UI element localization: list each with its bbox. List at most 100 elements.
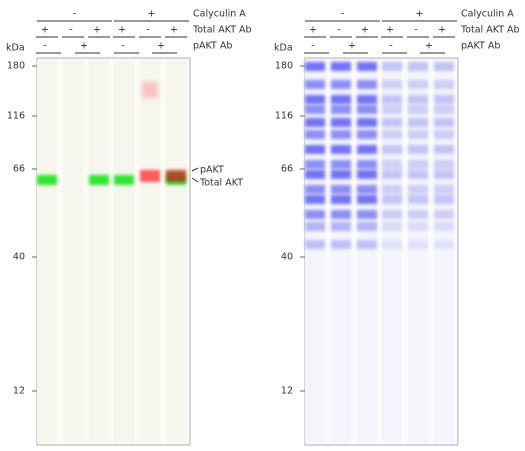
- band-blue: [357, 95, 377, 104]
- band-blue: [382, 195, 402, 204]
- band-blue: [408, 118, 428, 127]
- blot-panel: [304, 57, 459, 446]
- band-blue: [305, 95, 325, 104]
- lane: [140, 60, 160, 443]
- lane-sign: +: [170, 25, 178, 36]
- band-blue: [408, 240, 428, 249]
- band-blue: [382, 130, 402, 139]
- lane: [37, 60, 57, 443]
- band-blue: [357, 222, 377, 231]
- lane-sign: +: [309, 25, 317, 36]
- band-blue: [305, 185, 325, 194]
- band-blue: [331, 130, 351, 139]
- band-blue: [382, 95, 402, 104]
- lane-sign: +: [425, 41, 433, 52]
- band-red: [166, 170, 186, 182]
- annotation: pAKT: [200, 165, 224, 176]
- band-green: [37, 175, 57, 185]
- band-blue: [357, 130, 377, 139]
- band-blue: [331, 160, 351, 169]
- band-blue: [382, 170, 402, 179]
- marker-label: 66: [281, 164, 293, 175]
- band-blue: [331, 240, 351, 249]
- lane: [166, 60, 186, 443]
- band-blue: [305, 160, 325, 169]
- band-blue: [434, 145, 454, 154]
- header-label: pAKT Ab: [461, 41, 500, 52]
- band-blue: [434, 160, 454, 169]
- band-blue: [382, 118, 402, 127]
- band-blue: [382, 240, 402, 249]
- band-blue: [408, 62, 428, 71]
- smear: [142, 82, 158, 98]
- lane: [331, 60, 351, 443]
- header-label: Total AKT Ab: [192, 25, 252, 36]
- band-blue: [408, 195, 428, 204]
- unit-label: kDa: [6, 43, 25, 54]
- band-blue: [305, 222, 325, 231]
- lane: [357, 60, 377, 443]
- header-label: pAKT Ab: [193, 41, 232, 52]
- band-blue: [357, 170, 377, 179]
- band-blue: [382, 62, 402, 71]
- band-red: [140, 170, 160, 182]
- band-blue: [408, 185, 428, 194]
- band-blue: [408, 160, 428, 169]
- lane: [305, 60, 325, 443]
- band-blue: [408, 105, 428, 114]
- group-sign: +: [148, 9, 156, 20]
- lane: [408, 60, 428, 443]
- band-blue: [434, 195, 454, 204]
- band-blue: [408, 95, 428, 104]
- annotation-line: [191, 177, 199, 183]
- band-blue: [434, 130, 454, 139]
- marker-label: 12: [13, 386, 25, 397]
- band-blue: [331, 185, 351, 194]
- lane-sign: +: [361, 25, 369, 36]
- band-blue: [331, 222, 351, 231]
- band-blue: [382, 105, 402, 114]
- lane-sign: +: [157, 41, 165, 52]
- lane-sign: -: [146, 25, 149, 36]
- marker-label: 40: [13, 252, 25, 263]
- band-blue: [331, 170, 351, 179]
- lane-sign: -: [414, 25, 417, 36]
- group-sign: -: [341, 9, 344, 20]
- band-blue: [382, 185, 402, 194]
- band-blue: [331, 80, 351, 89]
- lane-sign: -: [337, 25, 340, 36]
- band-blue: [434, 118, 454, 127]
- band-blue: [408, 210, 428, 219]
- band-blue: [357, 185, 377, 194]
- blot-panel: [36, 57, 191, 446]
- band-blue: [434, 222, 454, 231]
- band-blue: [305, 80, 325, 89]
- band-blue: [434, 105, 454, 114]
- band-blue: [357, 195, 377, 204]
- band-blue: [331, 62, 351, 71]
- unit-label: kDa: [274, 43, 293, 54]
- lane-sign: +: [386, 25, 394, 36]
- band-blue: [331, 210, 351, 219]
- band-blue: [357, 105, 377, 114]
- band-blue: [305, 170, 325, 179]
- lane-sign: -: [311, 41, 314, 52]
- band-blue: [357, 210, 377, 219]
- band-green: [114, 175, 134, 185]
- band-blue: [357, 118, 377, 127]
- band-blue: [382, 145, 402, 154]
- lane-sign: +: [80, 41, 88, 52]
- marker-label: 116: [275, 111, 293, 122]
- band-blue: [357, 80, 377, 89]
- band-blue: [305, 145, 325, 154]
- band-blue: [331, 195, 351, 204]
- band-blue: [305, 105, 325, 114]
- lane: [63, 60, 83, 443]
- band-blue: [434, 185, 454, 194]
- band-blue: [382, 80, 402, 89]
- marker-label: 180: [7, 61, 25, 72]
- band-blue: [357, 145, 377, 154]
- band-blue: [434, 80, 454, 89]
